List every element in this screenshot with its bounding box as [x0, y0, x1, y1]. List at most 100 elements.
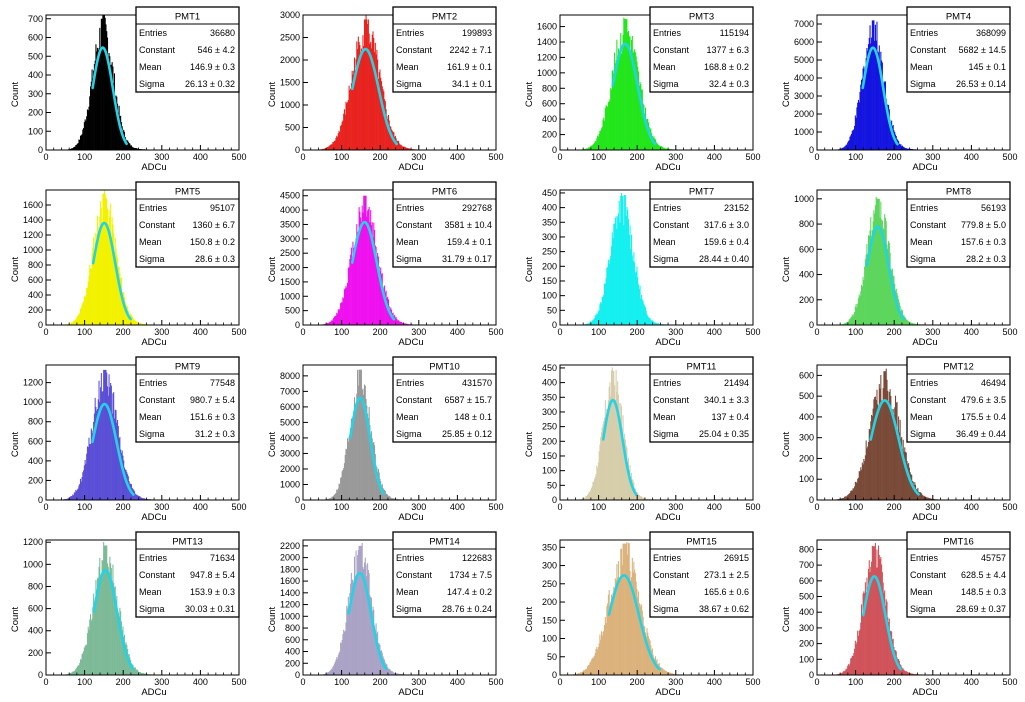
histogram-bin: [342, 120, 344, 150]
y-tick-label: 500: [28, 51, 43, 61]
stats-box-frame: [392, 181, 497, 268]
histogram-bin: [627, 32, 629, 150]
histogram-bin: [650, 319, 652, 325]
histogram-bin: [326, 323, 328, 325]
histogram-bin: [869, 230, 871, 325]
histogram-bin: [90, 86, 92, 150]
histogram-bin: [891, 631, 893, 675]
histogram-bin: [857, 630, 859, 675]
histogram-bin: [622, 543, 624, 675]
histogram-bin: [907, 320, 909, 325]
histogram-bin: [583, 670, 585, 675]
histogram-bin: [333, 142, 335, 150]
stats-value: 779.8 ± 5.0: [961, 220, 1006, 230]
histogram-bin: [72, 148, 74, 150]
x-tick-label: 0: [43, 502, 48, 512]
histogram-bin: [144, 498, 146, 500]
histogram-bin: [335, 137, 337, 150]
histogram-bin: [851, 131, 853, 150]
panel-title: PMT1: [175, 12, 200, 23]
histogram-bin: [344, 630, 346, 675]
histogram-bin: [119, 607, 121, 675]
histogram-bin: [606, 268, 608, 325]
histogram-bin: [104, 17, 106, 151]
histogram-bin: [397, 673, 400, 675]
histogram-bin: [391, 129, 393, 150]
y-tick-label: 800: [542, 83, 557, 93]
histogram-bin: [121, 126, 123, 150]
histogram-bin: [362, 388, 364, 500]
histogram-bin: [340, 477, 342, 500]
histogram-bin: [644, 307, 646, 325]
histogram-bin: [644, 107, 646, 150]
histogram-bin: [585, 496, 587, 500]
histogram-bin: [360, 369, 362, 500]
histogram-bin: [864, 593, 866, 675]
histogram-bin: [93, 70, 95, 150]
histogram-bin: [144, 673, 146, 675]
stats-value: 25.85 ± 0.12: [442, 429, 492, 439]
histogram-bin: [926, 497, 928, 500]
y-tick-label: 400: [285, 647, 300, 657]
histogram-bin: [373, 609, 375, 675]
stats-value: 26.53 ± 0.14: [956, 79, 1006, 89]
histogram-bin: [398, 321, 400, 325]
histogram-bin: [861, 615, 863, 675]
histogram-bin: [363, 569, 365, 675]
histogram-bin: [849, 136, 851, 150]
histogram-bin: [877, 408, 880, 500]
histogram-bin: [841, 672, 843, 675]
histogram-bin: [378, 266, 380, 325]
histogram-bin: [77, 315, 79, 325]
histogram-bin: [610, 89, 613, 150]
histogram-bin: [91, 253, 93, 325]
stats-box-frame: [906, 356, 1011, 443]
histogram-bin: [856, 483, 858, 500]
histogram-bin: [596, 647, 598, 675]
histogram-bin: [71, 322, 73, 325]
histogram-bin: [642, 103, 644, 150]
y-tick-label: 6000: [280, 402, 300, 412]
histogram-bin: [105, 197, 107, 325]
histogram-bin: [861, 78, 863, 150]
histogram-bin: [847, 664, 849, 675]
histogram-bin: [88, 275, 90, 325]
histogram-bin: [636, 589, 638, 675]
histogram-bin: [854, 481, 856, 500]
histogram-bin: [143, 323, 145, 325]
stats-label: Mean: [396, 237, 419, 247]
histogram-bin: [361, 52, 363, 150]
histogram-bin: [375, 54, 377, 150]
histogram-bin: [919, 492, 921, 500]
stats-label: Constant: [396, 570, 433, 580]
histogram-bin: [394, 498, 396, 500]
histogram-bin: [877, 567, 879, 675]
histogram-bin: [351, 70, 353, 150]
histogram-bin: [347, 438, 349, 500]
histogram-bin: [352, 74, 354, 150]
histogram-bin: [343, 468, 345, 500]
x-tick-label: 500: [488, 502, 503, 512]
x-tick-label: 200: [887, 502, 902, 512]
histogram-bin: [618, 578, 620, 675]
stats-label: Constant: [396, 45, 433, 55]
histogram-bin: [928, 498, 931, 500]
histogram-bin: [645, 636, 647, 675]
histogram-bin: [98, 232, 100, 325]
histogram-bin: [358, 545, 360, 675]
histogram-bin: [105, 545, 107, 675]
histogram-bin: [929, 498, 931, 500]
y-axis-title: Count: [10, 256, 21, 282]
y-tick-label: 150: [542, 276, 557, 286]
y-tick-label: 400: [28, 456, 43, 466]
histogram-bin: [139, 323, 141, 325]
y-tick-label: 800: [285, 623, 300, 633]
histogram-bin: [877, 51, 879, 151]
histogram-bin: [870, 217, 872, 325]
histogram-bin: [120, 452, 122, 500]
histogram-bin: [85, 120, 87, 150]
x-tick-label: 300: [411, 327, 426, 337]
histogram-bin: [84, 119, 86, 150]
histogram-bin: [594, 315, 596, 325]
histogram-bin: [591, 145, 593, 150]
